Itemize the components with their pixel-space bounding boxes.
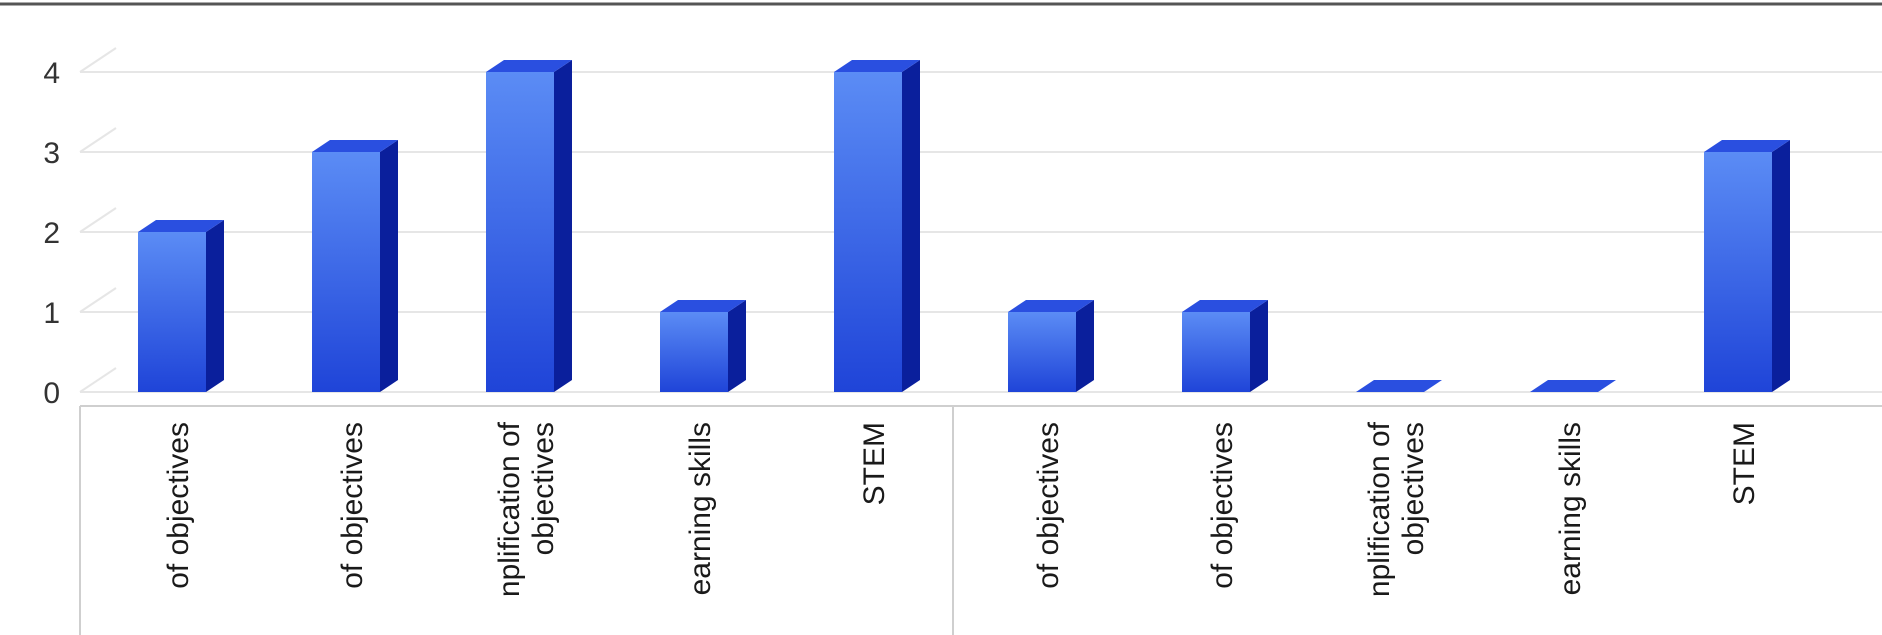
bar-side [1250, 300, 1268, 392]
bar-front [486, 72, 554, 392]
bar-top [486, 60, 572, 72]
x-tick-label: earning skills [684, 422, 717, 595]
x-tick-label: STEM [1728, 422, 1761, 505]
x-tick-label: of objectives [336, 422, 369, 589]
bar-top [1182, 300, 1268, 312]
bar-side [206, 220, 224, 392]
bar [138, 220, 224, 392]
gridline-depth [79, 287, 117, 313]
bar-top [834, 60, 920, 72]
x-tick-label: nplification ofobjectives [493, 421, 560, 597]
bar-top [1356, 380, 1442, 392]
x-tick-label: STEM [858, 422, 891, 505]
gridline-depth [79, 47, 117, 73]
bar-front [312, 152, 380, 392]
bar-side [1076, 300, 1094, 392]
bar-front [1008, 312, 1076, 392]
x-tick-label: of objectives [162, 422, 195, 589]
bar-top [660, 300, 746, 312]
bar [1008, 300, 1094, 392]
bar-front [1704, 152, 1772, 392]
y-tick-label: 3 [43, 137, 60, 170]
x-tick-label: of objectives [1206, 422, 1239, 589]
bar [660, 300, 746, 392]
bar [486, 60, 572, 392]
bar [312, 140, 398, 392]
x-tick-label: of objectives [1032, 422, 1065, 589]
bar [1182, 300, 1268, 392]
bar [1530, 380, 1616, 392]
bar-side [380, 140, 398, 392]
bar-front [834, 72, 902, 392]
bar-top [138, 220, 224, 232]
y-tick-label: 1 [43, 297, 60, 330]
y-tick-label: 4 [43, 57, 60, 90]
x-tick-label: nplification ofobjectives [1363, 421, 1430, 597]
gridline-depth [79, 367, 117, 393]
bar [1704, 140, 1790, 392]
y-tick-label: 2 [43, 217, 60, 250]
gridline-depth [79, 127, 117, 153]
y-tick-label: 0 [43, 377, 60, 410]
x-tick-label: earning skills [1554, 422, 1587, 595]
bar [834, 60, 920, 392]
gridline-depth [79, 207, 117, 233]
bar-side [902, 60, 920, 392]
bar-top [1530, 380, 1616, 392]
bar-top [312, 140, 398, 152]
bar-top [1704, 140, 1790, 152]
bar-front [138, 232, 206, 392]
bar-front [660, 312, 728, 392]
bar [1356, 380, 1442, 392]
bar-side [554, 60, 572, 392]
bar-side [1772, 140, 1790, 392]
bar-side [728, 300, 746, 392]
bar-front [1182, 312, 1250, 392]
bar-top [1008, 300, 1094, 312]
